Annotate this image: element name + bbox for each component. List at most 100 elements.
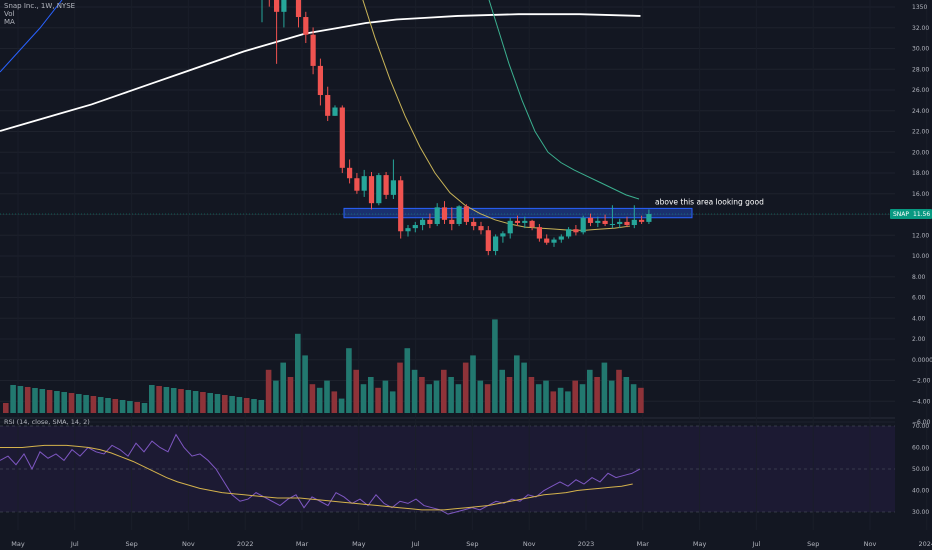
volume-bar [397,362,403,413]
volume-bar [638,387,644,413]
volume-bar [433,380,440,413]
price-tick-label: 24.00 [912,108,929,115]
candle-body [303,17,309,35]
candle-body [573,229,579,233]
volume-bar [535,384,542,413]
volume-bar [61,392,67,413]
rsi-ma-line [0,444,633,511]
volume-bar [616,369,622,413]
volume-bar [331,391,338,413]
time-tick-label: May [11,540,25,548]
price-tick-label: 10.00 [912,253,929,260]
price-axis[interactable]: 1350 32.00 30.00 28.00 26.00 24.00 22.00 20.00 1… [912,4,932,516]
price-badge-symbol: SNAP [893,211,909,218]
time-tick-label: Mar [637,540,650,548]
candle-body [522,220,528,223]
volume-bar [316,387,323,413]
price-tick-label: 20.00 [912,149,929,156]
price-tick-label: 8.00 [912,274,926,281]
volume-bar [112,399,119,413]
price-tick-label: 26.00 [912,87,929,94]
ma200-line [0,13,641,132]
volume-bar [411,369,418,413]
volume-bar [17,386,24,413]
rsi-tick-label: 60.00 [912,445,929,452]
time-axis[interactable]: May Jul Sep Nov 2022 Mar May Jul Sep Nov 2023 Mar Ma… [11,540,932,548]
volume-bar [404,348,411,413]
price-tick-label: 30.00 [912,46,929,53]
price-tick-label: 32.00 [912,25,929,32]
volume-bar [382,380,389,413]
symbol-legend[interactable]: Snap Inc., 1W, NYSE Vol MA [4,2,75,26]
candle-body [624,221,630,226]
candle-body [529,220,535,228]
volume-bar [477,380,484,413]
volume-bar [46,390,53,413]
volume-bar [426,384,432,413]
candle-body [361,176,367,191]
candle-body [376,175,382,204]
candle-body [412,225,418,229]
volume-bar [127,401,133,413]
volume-bar [76,394,82,413]
volume-bar [149,385,155,413]
candle-body [595,220,601,223]
candle-body [631,219,637,226]
candle-body [295,0,302,18]
time-tick-label: Nov [182,540,195,548]
candle-body [478,226,484,231]
volume-bar [178,389,184,413]
rsi-legend[interactable]: RSI (14, close, SMA, 14, 2) [4,418,90,426]
volume-bar [338,398,345,413]
volume-legend[interactable]: Vol [4,10,15,18]
volume-bar [258,400,265,413]
volume-bar [550,391,557,413]
volume-bar [10,385,16,413]
price-tick-label: 6.00 [912,295,926,302]
volume-bar [251,399,257,413]
price-tick-label: 4.00 [912,315,926,322]
symbol-title[interactable]: Snap Inc., 1W, NYSE [4,2,76,10]
volume-bar [608,380,615,413]
volume-bar [455,384,462,413]
volume-bar [3,403,9,413]
resistance-zone[interactable] [0,207,895,219]
rsi-line [0,433,641,515]
volume-bar [39,389,46,413]
grid-lines [0,6,895,513]
volume-bar [105,398,111,413]
price-tick-label: 28.00 [912,66,929,73]
volume-bar [163,387,170,413]
candle-body [274,0,280,12]
volume-bar [302,355,308,413]
volume-bar [32,388,38,413]
time-tick-label: 2023 [578,540,595,548]
candle-body [368,176,375,204]
volume-bar [90,396,97,413]
candle-body [281,0,287,12]
volume-bar [134,402,140,413]
time-tick-label: Mar [296,540,309,548]
candle-body [580,217,586,233]
volume-bar [419,377,425,413]
price-tick-label: 22.00 [912,129,929,136]
annotation-text: above this area looking good [655,197,764,206]
candle-body [566,229,572,237]
time-tick-label: Nov [523,540,536,548]
volume-bar [360,384,367,413]
volume-bar [623,377,630,413]
candle-body [390,180,396,195]
volume-bar [170,388,177,413]
volume-bar [470,355,476,413]
candle-body [471,221,477,227]
moving-averages [0,0,641,231]
price-tick-label: 16.00 [912,191,929,198]
ma50-line [488,0,640,200]
candle-body [639,219,645,222]
volume-bar [594,377,600,413]
volume-bar [521,362,527,413]
volume-bar [506,377,513,413]
volume-bar [389,391,396,413]
ma-legend[interactable]: MA [4,18,15,26]
